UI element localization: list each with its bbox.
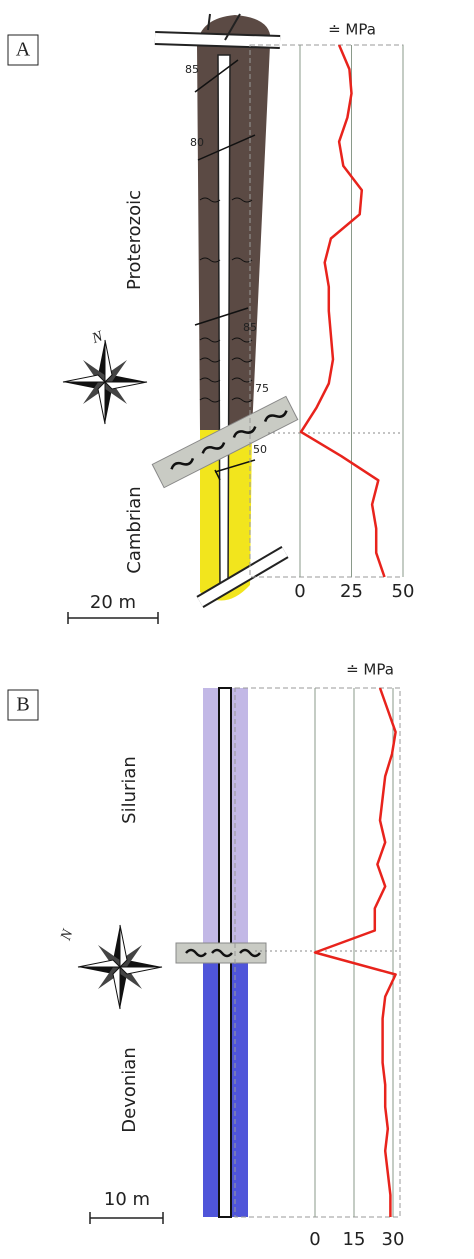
panel-label: A — [16, 39, 31, 61]
road — [154, 33, 281, 47]
period-label: Devonian — [119, 1047, 140, 1132]
scale-bar — [67, 612, 159, 624]
plot-frame — [249, 44, 404, 578]
road — [197, 547, 288, 607]
stress-line — [299, 44, 386, 578]
fault — [194, 59, 256, 481]
x-axis-label: ≐ MPa — [328, 21, 376, 39]
period-label: Cambrian — [124, 486, 145, 573]
dip-label: 85 — [243, 321, 257, 334]
compass — [77, 924, 163, 1010]
compass — [62, 339, 148, 425]
dip-label: 75 — [255, 382, 269, 395]
scale-bar-label: 20 m — [90, 592, 136, 613]
north-label: N — [89, 328, 106, 347]
period-label: Proterozoic — [124, 190, 145, 290]
stress-line — [313, 687, 397, 1217]
north-label: N — [58, 927, 77, 944]
fault-zone — [151, 395, 299, 489]
panel-a-geology — [151, 13, 299, 609]
gallery — [217, 54, 231, 591]
dip-label: 50 — [253, 443, 267, 456]
x-tick-label: 15 — [343, 1229, 366, 1250]
fault-zone — [185, 948, 261, 958]
x-tick-label: 30 — [382, 1229, 405, 1250]
scale-bar — [89, 1212, 164, 1224]
x-tick-label: 0 — [309, 1229, 320, 1250]
schistosity — [199, 197, 253, 403]
panel-label: B — [16, 694, 29, 716]
period-label: Silurian — [119, 756, 140, 824]
dip-label: 80 — [190, 136, 204, 149]
scale-bar-label: 10 m — [104, 1189, 150, 1210]
stress-profiles: 0 25 50 ≐ MPa 0 15 30 ≐ MPa — [234, 21, 415, 1250]
panel-label-box — [7, 34, 39, 66]
panel-b-geology — [175, 687, 267, 1218]
x-tick-label: 25 — [340, 581, 363, 602]
plot-frame — [234, 687, 401, 1218]
dip-label: 85 — [185, 63, 199, 76]
proterozoic-rock — [197, 15, 271, 430]
road-edge — [207, 13, 241, 41]
x-axis-label: ≐ MPa — [346, 661, 394, 679]
x-tick-label: 50 — [392, 581, 415, 602]
x-tick-label: 0 — [294, 581, 305, 602]
panel-label-box — [7, 689, 39, 721]
